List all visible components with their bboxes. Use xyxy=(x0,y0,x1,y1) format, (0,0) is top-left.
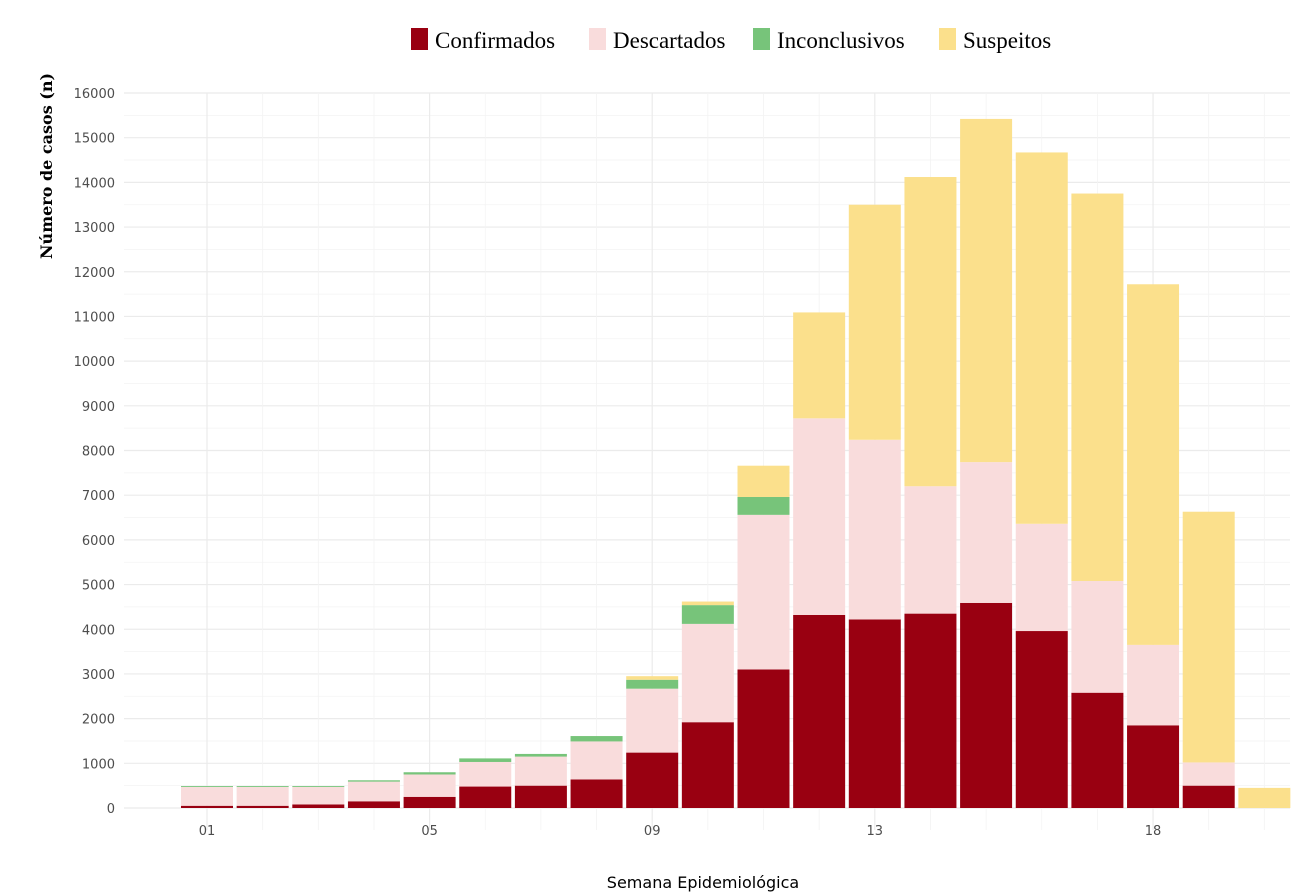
legend-label-descartados: Descartados xyxy=(613,28,725,53)
bar-suspeitos-week-12 xyxy=(793,312,846,419)
bar-descartados-week-01 xyxy=(181,786,233,806)
legend-swatch-suspeitos xyxy=(939,28,956,50)
bar-descartados-week-13 xyxy=(848,439,901,620)
bar-descartados-week-17 xyxy=(1071,580,1124,693)
x-tick-label: 05 xyxy=(421,824,438,839)
y-tick-label: 0 xyxy=(107,802,115,817)
bar-confirmados-week-02 xyxy=(236,805,289,808)
y-axis-title: Número de casos (n) xyxy=(37,73,56,259)
bar-descartados-week-03 xyxy=(292,786,345,805)
bar-suspeitos-week-15 xyxy=(960,118,1013,463)
x-tick-label: 09 xyxy=(644,824,661,839)
bar-confirmados-week-16 xyxy=(1015,631,1068,808)
x-tick-label: 18 xyxy=(1145,824,1162,839)
y-tick-label: 9000 xyxy=(82,400,115,415)
bar-suspeitos-week-13 xyxy=(848,204,901,440)
bar-confirmados-week-17 xyxy=(1071,692,1124,808)
bar-suspeitos-week-18 xyxy=(1127,284,1180,645)
bar-confirmados-week-09 xyxy=(626,752,679,808)
bar-descartados-week-11 xyxy=(737,514,790,670)
y-tick-label: 8000 xyxy=(82,445,115,460)
bar-descartados-week-02 xyxy=(236,786,289,806)
bar-descartados-week-15 xyxy=(960,462,1013,603)
bar-confirmados-week-10 xyxy=(681,722,734,808)
y-tick-label: 10000 xyxy=(74,355,115,370)
bar-descartados-week-19 xyxy=(1182,762,1235,786)
y-tick-label: 13000 xyxy=(74,221,115,236)
legend-label-confirmados: Confirmados xyxy=(435,28,555,53)
x-tick-label: 13 xyxy=(867,824,884,839)
y-tick-label: 1000 xyxy=(82,757,115,772)
bar-descartados-week-07 xyxy=(514,756,567,786)
y-tick-label: 7000 xyxy=(82,489,115,504)
bar-inconclusivos-week-06 xyxy=(459,758,512,762)
bar-confirmados-week-13 xyxy=(848,619,901,808)
bar-inconclusivos-week-10 xyxy=(681,605,734,624)
y-tick-label: 15000 xyxy=(74,132,115,147)
y-tick-label: 4000 xyxy=(82,623,115,638)
bar-confirmados-week-04 xyxy=(347,801,400,808)
bar-suspeitos-week-09 xyxy=(626,676,679,680)
bar-inconclusivos-week-03 xyxy=(292,786,345,787)
bar-descartados-week-16 xyxy=(1015,523,1068,632)
legend-swatch-confirmados xyxy=(411,28,428,50)
bar-suspeitos-week-19 xyxy=(1182,511,1235,763)
bar-confirmados-week-07 xyxy=(514,785,567,808)
bar-confirmados-week-06 xyxy=(459,786,512,808)
x-tick-label: 01 xyxy=(199,824,216,839)
bar-suspeitos-week-11 xyxy=(737,465,790,497)
bar-confirmados-week-15 xyxy=(960,602,1013,808)
bar-suspeitos-week-10 xyxy=(681,601,734,606)
bar-inconclusivos-week-01 xyxy=(181,786,233,787)
bar-descartados-week-06 xyxy=(459,761,512,787)
bar-confirmados-week-03 xyxy=(292,804,345,808)
bar-descartados-week-08 xyxy=(570,741,623,780)
bar-inconclusivos-week-04 xyxy=(347,780,400,782)
y-tick-label: 11000 xyxy=(74,310,115,325)
bar-confirmados-week-08 xyxy=(570,779,623,808)
bar-inconclusivos-week-11 xyxy=(737,496,790,515)
bar-confirmados-week-11 xyxy=(737,669,790,808)
bar-suspeitos-week-14 xyxy=(904,177,957,487)
bar-suspeitos-week-16 xyxy=(1015,152,1068,524)
bar-descartados-week-14 xyxy=(904,486,957,614)
bar-confirmados-week-19 xyxy=(1182,785,1235,808)
bar-confirmados-week-14 xyxy=(904,613,957,808)
bar-suspeitos-week-20 xyxy=(1238,787,1291,808)
y-tick-label: 16000 xyxy=(74,87,115,102)
bar-confirmados-week-18 xyxy=(1127,725,1180,808)
y-tick-label: 14000 xyxy=(74,176,115,191)
bar-confirmados-week-12 xyxy=(793,614,846,808)
legend-label-suspeitos: Suspeitos xyxy=(963,28,1051,53)
y-tick-label: 12000 xyxy=(74,266,115,281)
bar-confirmados-week-05 xyxy=(403,796,456,808)
y-tick-label: 6000 xyxy=(82,534,115,549)
bar-descartados-week-04 xyxy=(347,781,400,802)
y-tick-label: 2000 xyxy=(82,713,115,728)
y-tick-label: 3000 xyxy=(82,668,115,683)
legend-swatch-descartados xyxy=(589,28,606,50)
bar-descartados-week-09 xyxy=(626,688,679,753)
bar-confirmados-week-01 xyxy=(181,805,233,808)
bar-inconclusivos-week-07 xyxy=(514,753,567,757)
bar-inconclusivos-week-09 xyxy=(626,679,679,689)
bar-inconclusivos-week-08 xyxy=(570,736,623,742)
bar-descartados-week-18 xyxy=(1127,644,1180,726)
y-tick-label: 5000 xyxy=(82,579,115,594)
bar-descartados-week-05 xyxy=(403,774,456,797)
bar-inconclusivos-week-02 xyxy=(236,786,289,787)
legend-swatch-inconclusivos xyxy=(753,28,770,50)
bar-inconclusivos-week-05 xyxy=(403,772,456,775)
bar-descartados-week-10 xyxy=(681,623,734,723)
bar-descartados-week-12 xyxy=(793,418,846,615)
bar-suspeitos-week-17 xyxy=(1071,193,1124,581)
x-axis-title: Semana Epidemiológica xyxy=(607,873,799,892)
legend-label-inconclusivos: Inconclusivos xyxy=(777,28,905,53)
